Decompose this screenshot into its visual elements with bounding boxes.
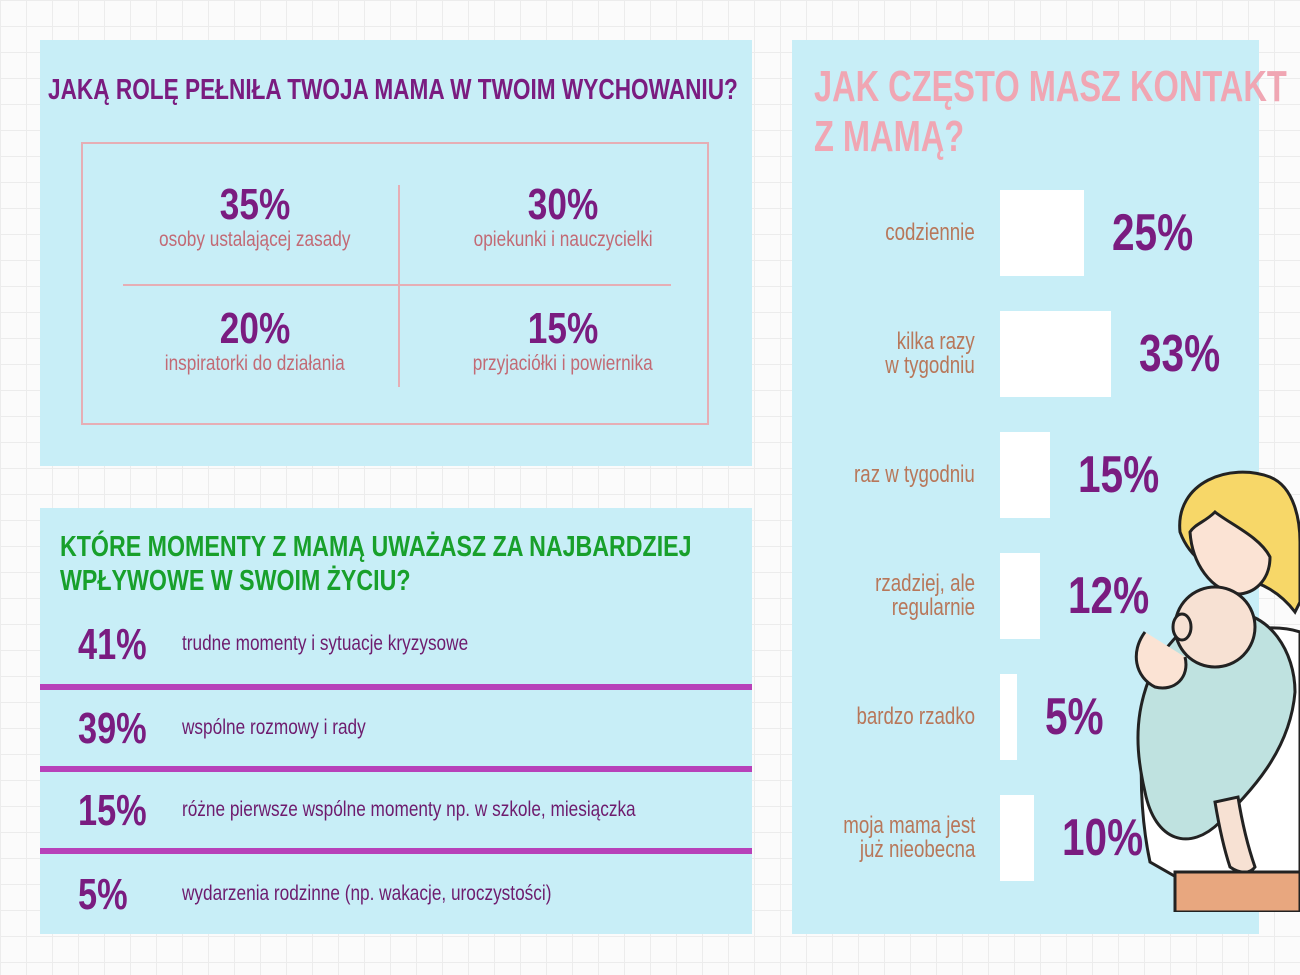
moment-pct: 15% bbox=[78, 786, 147, 835]
moment-divider bbox=[40, 684, 752, 690]
moment-pct: 39% bbox=[78, 704, 147, 753]
bar bbox=[1000, 553, 1040, 639]
moment-item: 15% różne pierwsze wspólne momenty np. w… bbox=[40, 780, 752, 840]
moments-title: KTÓRE MOMENTY Z MAMĄ UWAŻASZ ZA NAJBARDZ… bbox=[60, 531, 692, 597]
moment-label: wydarzenia rodzinne (np. wakacje, uroczy… bbox=[182, 882, 552, 905]
moment-divider bbox=[40, 766, 752, 772]
bar-value-label: 12% bbox=[1068, 567, 1150, 625]
bar-value-label: 5% bbox=[1045, 688, 1104, 746]
moment-pct: 41% bbox=[78, 620, 147, 669]
role-item: 35% osoby ustalającej zasady bbox=[105, 182, 405, 252]
grid-divider-horizontal bbox=[123, 284, 671, 286]
role-label: osoby ustalającej zasady bbox=[159, 228, 351, 251]
moment-item: 41% trudne momenty i sytuacje kryzysowe bbox=[40, 614, 752, 674]
moment-label: różne pierwsze wspólne momenty np. w szk… bbox=[182, 798, 636, 821]
bar-category-label: codziennie bbox=[885, 219, 975, 246]
mother-baby-illustration-icon bbox=[1134, 470, 1300, 912]
moments-panel: KTÓRE MOMENTY Z MAMĄ UWAŻASZ ZA NAJBARDZ… bbox=[40, 508, 752, 934]
bar bbox=[1000, 674, 1017, 760]
moment-label: trudne momenty i sytuacje kryzysowe bbox=[182, 632, 469, 655]
bar bbox=[1000, 795, 1034, 881]
bar-value-label: 15% bbox=[1078, 446, 1160, 504]
bar-category-label: raz w tygodniu bbox=[854, 461, 975, 488]
bar-value-label: 10% bbox=[1062, 809, 1144, 867]
role-item: 15% przyjaciółki i powiernika bbox=[413, 306, 713, 376]
roles-panel: JAKĄ ROLĘ PEŁNIŁA TWOJA MAMA W TWOIM WYC… bbox=[40, 40, 752, 466]
role-label: przyjaciółki i powiernika bbox=[473, 352, 653, 375]
bar bbox=[1000, 190, 1084, 276]
role-label: opiekunki i nauczycielki bbox=[473, 228, 653, 251]
bar-value-label: 33% bbox=[1139, 325, 1221, 383]
moment-divider bbox=[40, 848, 752, 854]
roles-title: JAKĄ ROLĘ PEŁNIŁA TWOJA MAMA W TWOIM WYC… bbox=[48, 74, 738, 106]
bar-category-label: rzadziej, ale regularnie bbox=[875, 570, 975, 621]
bar-category-label: kilka razy w tygodniu bbox=[885, 328, 975, 379]
role-pct: 15% bbox=[527, 304, 599, 353]
role-pct: 20% bbox=[219, 304, 291, 353]
role-item: 30% opiekunki i nauczycielki bbox=[413, 182, 713, 252]
bar-category-label: moja mama jest już nieobecna bbox=[842, 812, 975, 863]
grid-divider-vertical bbox=[398, 185, 400, 387]
role-label: inspiratorki do działania bbox=[165, 352, 345, 375]
bar bbox=[1000, 432, 1050, 518]
role-item: 20% inspiratorki do działania bbox=[105, 306, 405, 376]
roles-grid: 35% osoby ustalającej zasady 30% opiekun… bbox=[81, 142, 709, 425]
role-pct: 35% bbox=[219, 180, 291, 229]
role-pct: 30% bbox=[527, 180, 599, 229]
bar bbox=[1000, 311, 1111, 397]
contact-title: JAK CZĘSTO MASZ KONTAKT Z MAMĄ? bbox=[814, 62, 1287, 161]
bar-category-label: bardzo rzadko bbox=[856, 703, 975, 730]
moment-label: wspólne rozmowy i rady bbox=[182, 716, 366, 739]
moment-pct: 5% bbox=[78, 870, 128, 919]
bar-value-label: 25% bbox=[1112, 204, 1194, 262]
moment-item: 5% wydarzenia rodzinne (np. wakacje, uro… bbox=[40, 864, 752, 924]
moment-item: 39% wspólne rozmowy i rady bbox=[40, 698, 752, 758]
